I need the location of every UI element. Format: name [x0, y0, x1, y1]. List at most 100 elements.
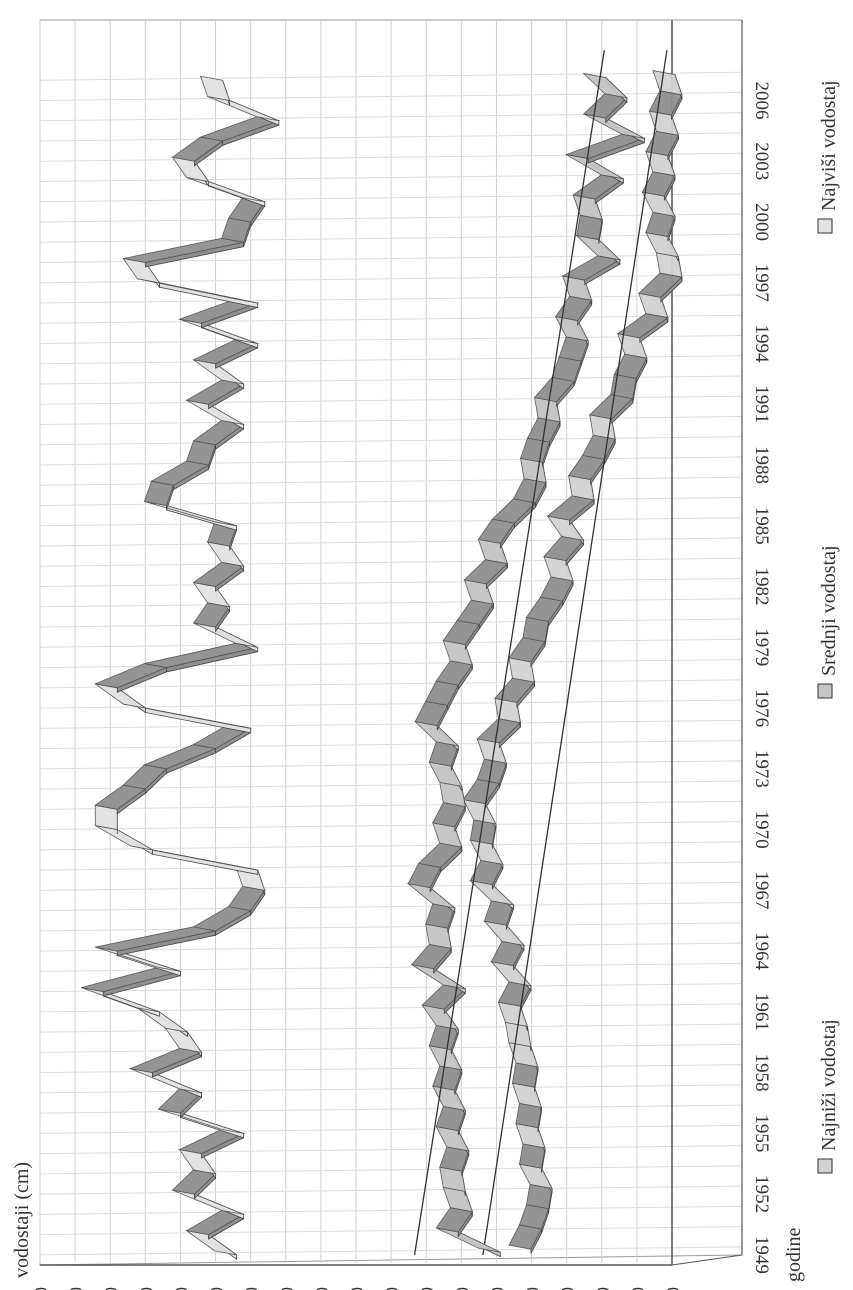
y-tick-label: 350	[171, 1287, 191, 1290]
year-gridline	[39, 1043, 743, 1053]
series-layer	[81, 50, 683, 1261]
year-gridline	[39, 1226, 743, 1236]
year-gridline	[39, 1165, 743, 1175]
x-tick-label: 2000	[751, 203, 772, 241]
x-tick-label: 2003	[751, 142, 772, 180]
y-tick-label: 250	[242, 1287, 262, 1290]
y-tick-label: -50	[452, 1287, 472, 1290]
series-1	[462, 50, 683, 1255]
year-gridline	[39, 416, 743, 426]
year-gridline	[39, 699, 743, 709]
x-tick-label: 1967	[751, 871, 772, 909]
y-tick-label: 150	[312, 1287, 332, 1290]
year-gridline	[39, 598, 743, 608]
legend-swatch	[817, 218, 833, 234]
year-gridline	[39, 1205, 743, 1215]
legend: Najniži vodostaj Srednji vodostaj Najviši …	[817, 80, 840, 1174]
x-tick-label: 1952	[751, 1175, 772, 1213]
y-tick-label: -100	[487, 1287, 507, 1290]
year-gridline	[39, 821, 743, 831]
year-gridline	[39, 902, 743, 912]
year-gridline	[39, 578, 743, 588]
year-gridline	[39, 922, 743, 932]
year-gridline	[39, 1104, 743, 1114]
x-tick-label: 1955	[751, 1114, 772, 1152]
series-2	[406, 50, 646, 1258]
y-tick-label: 50	[382, 1287, 402, 1290]
series-trend-line	[482, 50, 668, 1255]
x-axis-title: godine	[783, 1227, 805, 1282]
year-gridline	[39, 1003, 743, 1013]
year-gridline	[39, 213, 743, 223]
y-tick-label: 300	[207, 1287, 227, 1290]
y-tick-label: 200	[277, 1287, 297, 1290]
year-gridline	[39, 1084, 743, 1094]
y-tick-label: 450	[101, 1287, 121, 1290]
year-gridline	[39, 861, 743, 871]
series-3	[81, 75, 281, 1261]
x-tick-label: 1991	[751, 385, 772, 423]
year-gridline	[39, 1145, 743, 1155]
year-gridline	[39, 71, 743, 81]
y-axis-title: vodostaji (cm)	[11, 1162, 33, 1278]
series-point-2006	[652, 70, 683, 96]
year-gridline	[39, 638, 743, 648]
y-tick-label: -300	[628, 1287, 648, 1290]
year-gridline	[39, 841, 743, 851]
x-tick-label: 1988	[751, 446, 772, 484]
year-gridline	[39, 557, 743, 567]
year-gridline	[39, 1124, 743, 1134]
legend-swatch	[817, 683, 833, 699]
grid-lines	[39, 20, 743, 1263]
x-tick-label: 1985	[751, 507, 772, 545]
x-tick-label: 1949	[751, 1236, 772, 1274]
year-gridline	[39, 314, 743, 324]
x-tick-label: 1994	[751, 325, 772, 364]
year-gridline	[39, 537, 743, 547]
x-tick-label: 2006	[751, 82, 772, 120]
x-tick-label: 1973	[751, 750, 772, 788]
tick-labels: -350 -300 -250 -200 -150 -100 -50 0 50 100 150 200 2…	[31, 82, 772, 1290]
year-gridline	[39, 719, 743, 729]
x-tick-label: 1961	[751, 993, 772, 1031]
y-tick-label: -200	[558, 1287, 578, 1290]
series-point-2006	[582, 72, 629, 99]
year-gridline	[39, 1023, 743, 1033]
y-tick-label: 0	[417, 1287, 437, 1290]
year-gridline	[39, 800, 743, 810]
year-gridline	[39, 679, 743, 689]
x-tick-label: 1976	[751, 689, 772, 727]
year-gridline	[39, 740, 743, 750]
year-gridline	[39, 517, 743, 527]
year-gridline	[39, 1246, 743, 1256]
x-tick-label: 1964	[751, 932, 772, 971]
year-gridline	[39, 152, 743, 162]
series-trend-line	[413, 50, 605, 1255]
year-gridline	[39, 436, 743, 446]
x-tick-label: 1970	[751, 811, 772, 849]
legend-label: Najviši vodostaj	[818, 80, 840, 211]
year-gridline	[39, 780, 743, 790]
year-gridline	[39, 233, 743, 243]
y-tick-label: -350	[663, 1287, 683, 1290]
y-tick-label: 500	[66, 1287, 86, 1290]
year-gridline	[39, 193, 743, 203]
year-gridline	[39, 881, 743, 891]
x-tick-label: 1979	[751, 628, 772, 666]
y-tick-label: 100	[347, 1287, 367, 1290]
x-tick-label: 1958	[751, 1054, 772, 1092]
y-tick-label: 550	[31, 1287, 51, 1290]
y-tick-label: -150	[523, 1287, 543, 1290]
x-tick-label: 1997	[751, 264, 772, 302]
y-tick-label: 400	[136, 1287, 156, 1290]
legend-swatch	[817, 1158, 833, 1174]
legend-label: Najniži vodostaj	[818, 1019, 840, 1151]
year-gridline	[39, 618, 743, 628]
y-tick-label: -250	[593, 1287, 613, 1290]
year-gridline	[39, 294, 743, 304]
year-gridline	[39, 983, 743, 993]
year-gridline	[39, 173, 743, 183]
year-gridline	[39, 112, 743, 122]
series-point-2006	[199, 75, 231, 102]
